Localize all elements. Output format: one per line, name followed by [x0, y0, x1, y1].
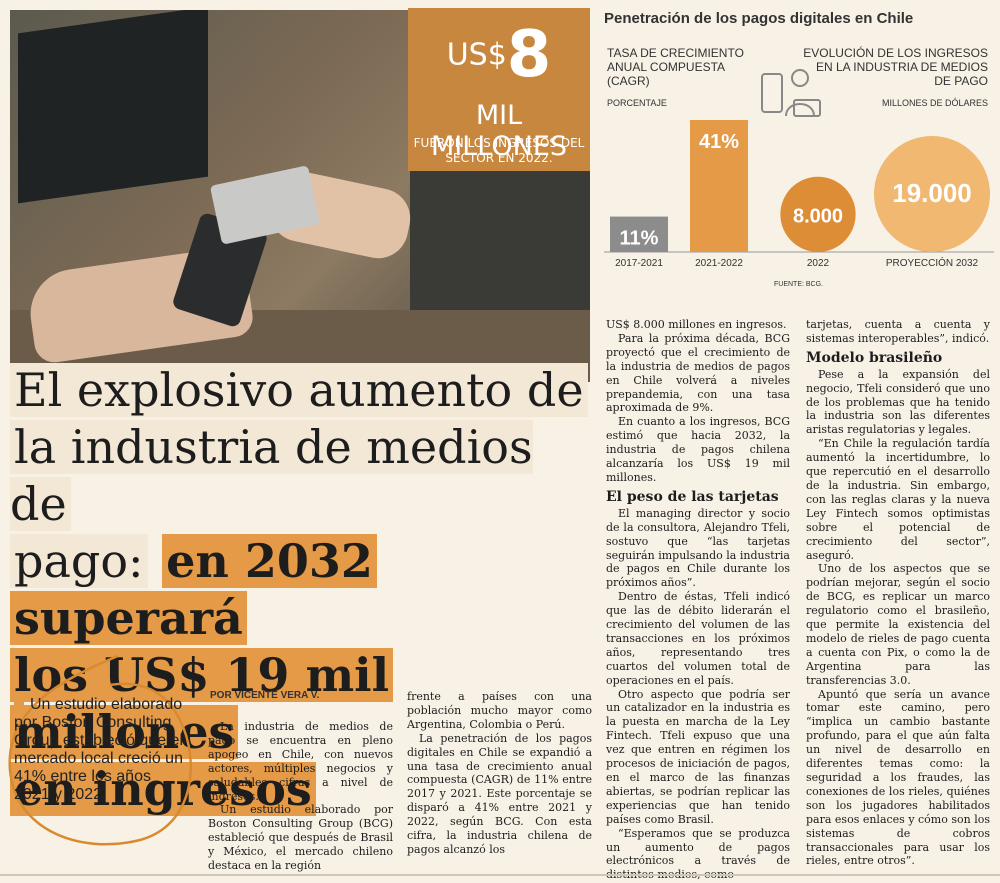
body-paragraph: La penetración de los pagos digitales en… [407, 731, 592, 856]
chart-left-label-line2: ANUAL COMPUESTA [607, 60, 726, 74]
revenue-value-label: 8.000 [793, 205, 843, 227]
cagr-value-label: 11% [620, 228, 659, 250]
body-paragraph: Pese a la expansión del negocio, Tfeli c… [806, 367, 990, 437]
revenue-bubble [874, 136, 990, 252]
chart-left-unit: PORCENTAJE [607, 98, 667, 108]
body-paragraph: “Esperamos que se produzca un aumento de… [606, 826, 790, 882]
body-paragraph: Dentro de éstas, Tfeli indicó que las de… [606, 590, 790, 687]
revenue-bubble [780, 176, 856, 252]
body-paragraph: tarjetas, cuenta a cuenta y sistemas int… [806, 318, 990, 345]
kpi-currency: US$ [446, 37, 507, 73]
chart-source: FUENTE: BCG. [774, 281, 823, 288]
body-paragraph: La industria de medios de pago se encuen… [208, 720, 393, 803]
revenue-category-label: 2022 [807, 258, 830, 269]
kpi-caption-line1: FUERON LOS INGRESOS DEL [413, 136, 585, 150]
body-column-3: US$ 8.000 millones en ingresos. Para la … [606, 318, 790, 882]
body-paragraph: Un estudio elaborado por Boston Consulti… [208, 803, 393, 873]
chart-right-unit: MILLONES DE DÓLARES [881, 98, 988, 108]
body-column-4: tarjetas, cuenta a cuenta y sistemas int… [806, 318, 990, 868]
chart-title: Penetración de los pagos digitales en Ch… [604, 10, 914, 27]
body-paragraph: Uno de los aspectos que se podrían mejor… [806, 562, 990, 687]
byline: POR VICENTE VERA V. [210, 690, 320, 701]
body-column-2: frente a países con una población mucho … [407, 690, 592, 857]
kpi-box: US$8 MIL MILLONES FUERON LOS INGRESOS DE… [408, 8, 590, 171]
chart-right-label-line3: DE PAGO [934, 74, 988, 88]
body-paragraph: US$ 8.000 millones en ingresos. [606, 318, 787, 331]
kpi-number: 8 [506, 18, 552, 92]
headline: El explosivo aumento de la industria de … [10, 362, 595, 818]
headline-line2: la industria de medios de [10, 420, 533, 531]
headline-line3: pago: [10, 534, 148, 588]
section-heading: El peso de las tarjetas [606, 488, 779, 505]
cagr-bar [690, 120, 748, 252]
revenue-category-label: PROYECCIÓN 2032 [886, 256, 979, 269]
summary-bullet-icon [14, 699, 24, 709]
body-paragraph: Para la próxima década, BCG proyectó que… [606, 331, 790, 415]
cagr-category-label: 2021-2022 [695, 258, 743, 269]
body-paragraph: frente a países con una población mucho … [407, 690, 592, 731]
body-column-1: La industria de medios de pago se encuen… [208, 720, 393, 873]
body-paragraph: Otro aspecto que podría ser un catalizad… [606, 687, 790, 826]
kpi-unit: MIL MILLONES [430, 100, 568, 162]
photo-monitor [18, 10, 208, 204]
hand-drawn-circle [8, 654, 192, 846]
payments-chart: 11% 2017-2021 41% 2021-2022 8.000 2022 19.000 P… [604, 120, 994, 288]
payment-icon [761, 69, 821, 117]
body-paragraph: El managing director y socio de la consu… [606, 506, 790, 590]
cagr-category-label: 2017-2021 [615, 258, 663, 269]
kpi-caption: FUERON LOS INGRESOS DEL SECTOR EN 2022. [408, 136, 590, 166]
kpi-value: US$8 [408, 18, 590, 92]
summary-box: Un estudio elaborado por Boston Consulti… [14, 696, 190, 804]
bottom-rule [0, 874, 1000, 876]
headline-highlight-3: en ingresos [10, 762, 316, 816]
body-paragraph: En cuanto a los ingresos, BCG estimó que… [606, 415, 790, 484]
chart-left-label-line1: TASA DE CRECIMIENTO [607, 46, 744, 60]
chart-right-label-line1: EVOLUCIÓN DE LOS INGRESOS [803, 46, 988, 60]
revenue-value-label: 19.000 [892, 178, 972, 208]
chart-left-label-line3: (CAGR) [607, 74, 650, 88]
chart-left-label: TASA DE CRECIMIENTO ANUAL COMPUESTA (CAG… [607, 46, 767, 88]
headline-line1: El explosivo aumento de [10, 363, 588, 417]
chart-right-label-line2: EN LA INDUSTRIA DE MEDIOS [815, 60, 988, 74]
cagr-value-label: 41% [699, 131, 739, 153]
section-heading: Modelo brasileño [806, 349, 943, 366]
cagr-bar [610, 216, 668, 252]
chart-right-label: EVOLUCIÓN DE LOS INGRESOS EN LA INDUSTRI… [800, 46, 988, 88]
body-paragraph: Apuntó que sería un avance tomar este ca… [806, 687, 990, 868]
body-paragraph: “En Chile la regulación tardía aumentó l… [806, 437, 990, 562]
kpi-caption-line2: SECTOR EN 2022. [445, 151, 553, 165]
summary-text: Un estudio elaborado por Boston Consulti… [14, 696, 183, 803]
